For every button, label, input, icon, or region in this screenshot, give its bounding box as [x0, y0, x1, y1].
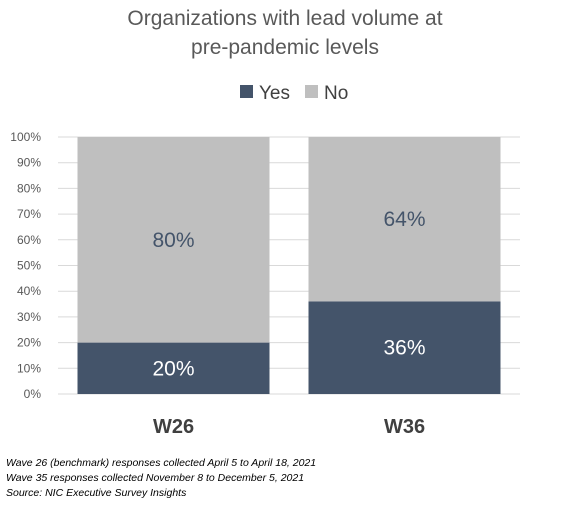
x-axis: W26 W36 — [153, 416, 425, 438]
chart-title-line-2: pre-pandemic levels — [191, 36, 379, 59]
legend-label-yes: Yes — [259, 83, 290, 104]
data-label-w26-no: 80% — [152, 229, 194, 252]
y-tick-label: 70% — [17, 207, 41, 221]
bar-w36-yes — [308, 301, 501, 394]
legend-swatch-yes — [240, 85, 253, 98]
y-tick-label: 0% — [24, 387, 42, 401]
y-tick-label: 60% — [17, 233, 41, 247]
y-tick-label: 80% — [17, 181, 41, 195]
bars: 20% 80% 36% 64% — [77, 137, 501, 394]
y-tick-label: 100% — [10, 130, 41, 144]
x-category-label: W26 — [153, 416, 194, 438]
footnote-wave-35: Wave 35 responses collected November 8 t… — [6, 472, 305, 484]
data-label-w36-yes: 36% — [383, 337, 425, 360]
y-tick-label: 10% — [17, 361, 41, 375]
y-tick-label: 50% — [17, 259, 41, 273]
data-label-w26-yes: 20% — [152, 357, 194, 380]
footnote-wave-26: Wave 26 (benchmark) responses collected … — [6, 457, 317, 469]
bar-w36-no — [308, 137, 501, 302]
stacked-bar-chart: Organizations with lead volume at pre-pa… — [10, 7, 520, 438]
bar-w26-no — [77, 137, 270, 343]
legend: Yes No — [240, 83, 348, 104]
y-tick-label: 40% — [17, 284, 41, 298]
data-label-w36-no: 64% — [383, 208, 425, 231]
legend-label-no: No — [324, 83, 348, 104]
chart-title-line-1: Organizations with lead volume at — [127, 7, 442, 30]
legend-swatch-no — [305, 85, 318, 98]
y-axis: 0% 10% 20% 30% 40% 50% 60% 70% 80% 90% 100% — [10, 130, 41, 401]
footnote-source: Source: NIC Executive Survey Insights — [6, 487, 187, 499]
y-tick-label: 90% — [17, 156, 41, 170]
y-tick-label: 30% — [17, 310, 41, 324]
bar-w26-yes — [77, 342, 270, 394]
y-tick-label: 20% — [17, 336, 41, 350]
footnotes: Wave 26 (benchmark) responses collected … — [6, 456, 316, 501]
x-category-label: W36 — [384, 416, 425, 438]
